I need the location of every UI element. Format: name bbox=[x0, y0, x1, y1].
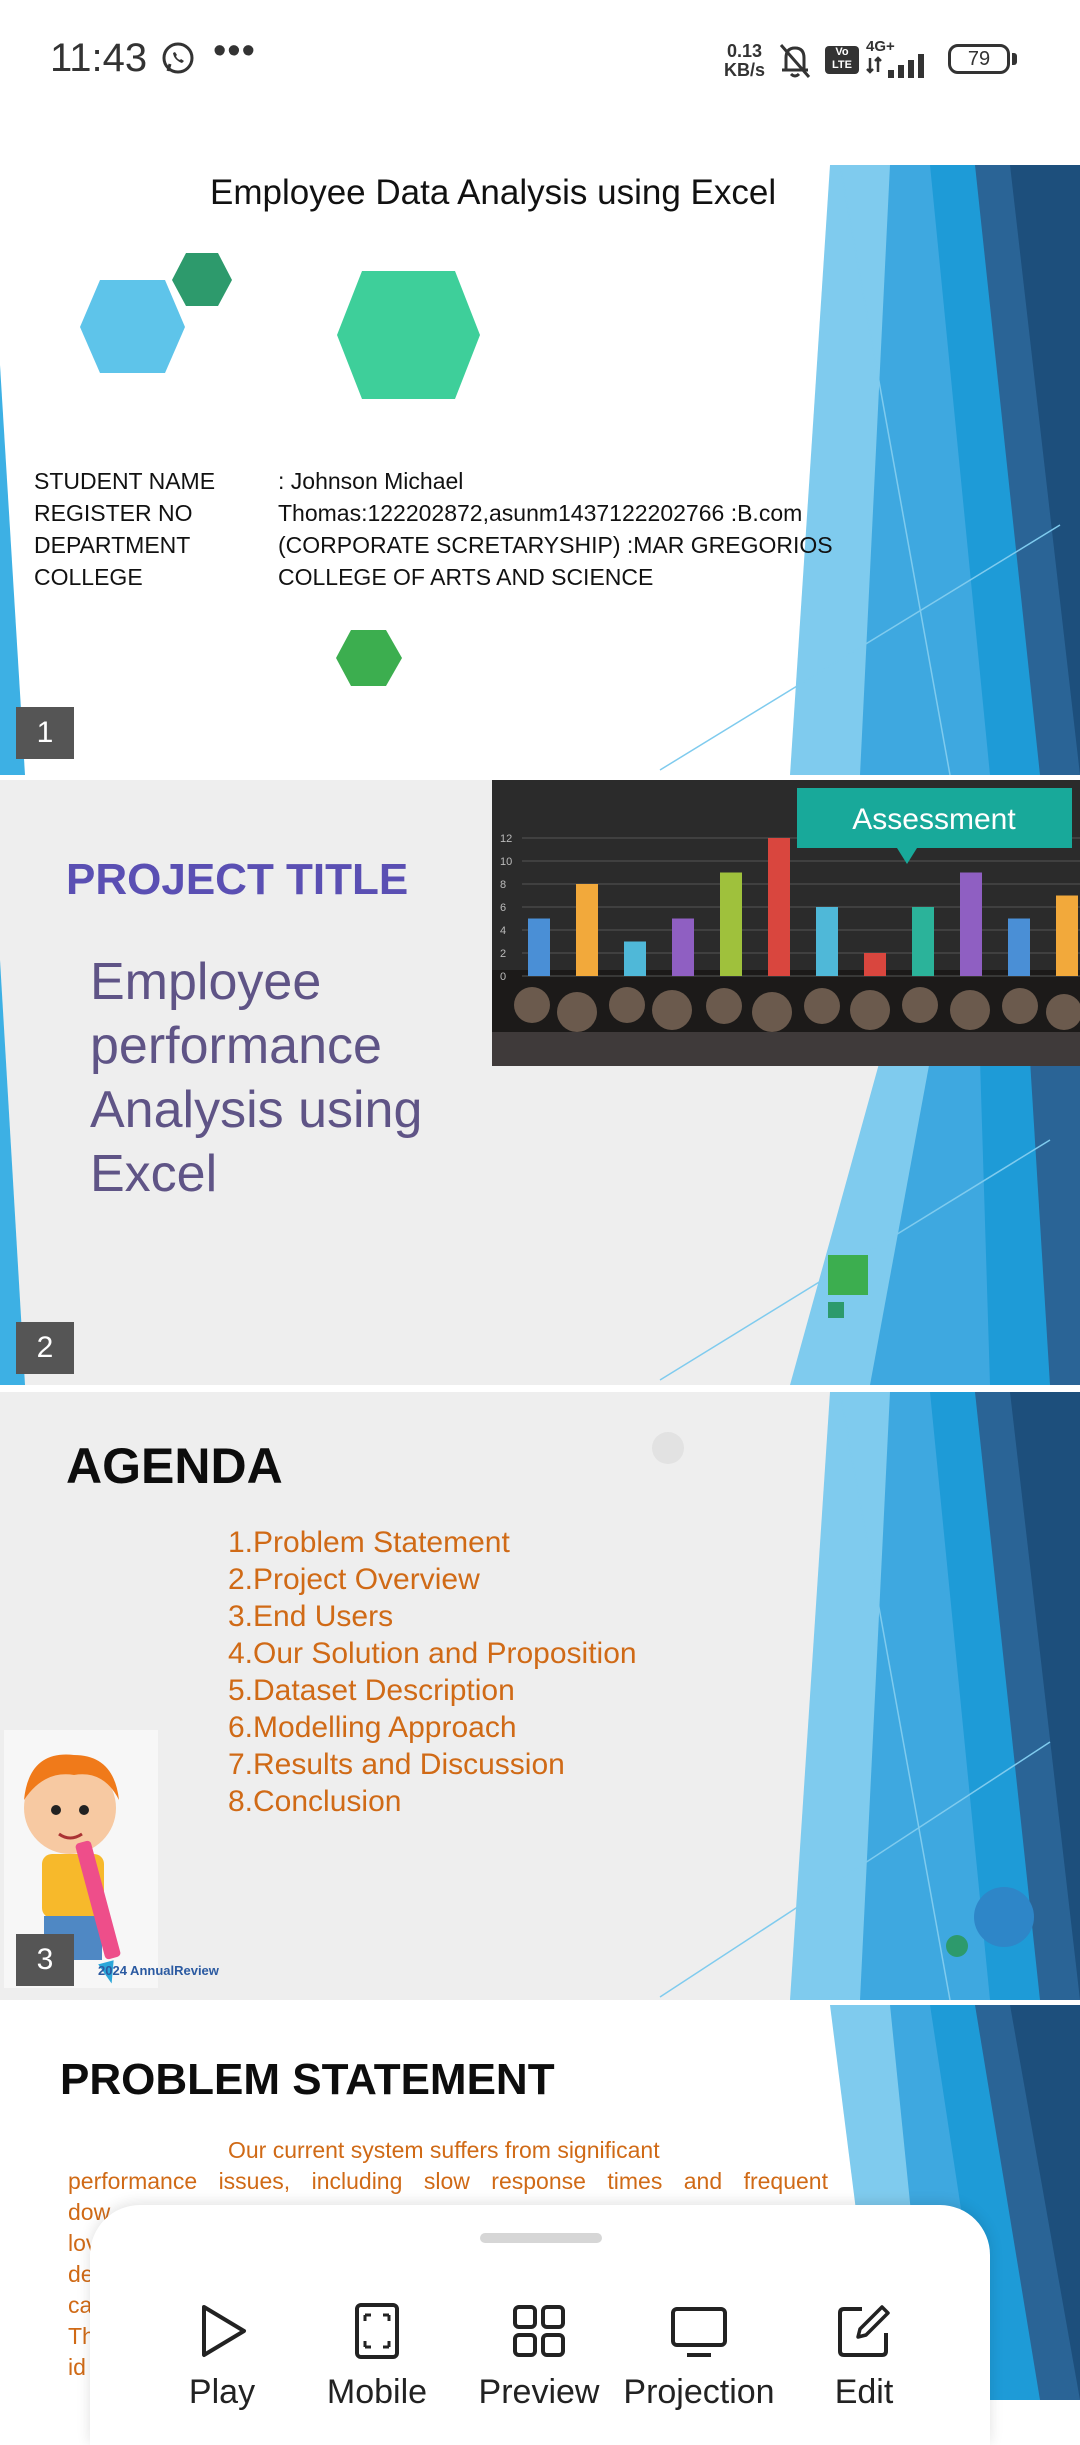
problem-statement-heading: PROBLEM STATEMENT bbox=[60, 2055, 555, 2104]
edit-label: Edit bbox=[834, 2373, 894, 2411]
info-label: COLLEGE bbox=[34, 564, 143, 590]
grid-icon bbox=[513, 2305, 565, 2357]
agenda-item: 3.End Users bbox=[228, 1600, 394, 1633]
info-value: (CORPORATE SCRETARYSHIP) :MAR GREGORIOS bbox=[278, 532, 833, 558]
net-speed-value: 0.13 bbox=[726, 41, 763, 61]
chart-bar bbox=[528, 918, 550, 976]
chart-tick-label: 2 bbox=[500, 948, 506, 960]
title-line: Employee bbox=[90, 953, 322, 1011]
slide-thumbnail-3[interactable]: AGENDA 1.Problem Statement 2.Project Ove… bbox=[0, 1392, 1080, 2000]
more-notifications-icon: ••• bbox=[213, 30, 256, 72]
play-button[interactable]: Play bbox=[142, 2301, 302, 2412]
bell-muted-icon bbox=[779, 44, 811, 78]
chart-tick-label: 12 bbox=[500, 833, 512, 845]
play-icon bbox=[202, 2305, 246, 2357]
chart-bar bbox=[1008, 918, 1030, 976]
chart-bar bbox=[624, 941, 646, 976]
assessment-chart-image: 12 10 8 6 4 2 0 Assessment bbox=[492, 780, 1080, 1066]
title-line: Excel bbox=[90, 1145, 218, 1203]
slide-number-badge: 3 bbox=[16, 1934, 74, 1986]
volte-badge: Vo LTE bbox=[825, 46, 859, 74]
chart-bar bbox=[576, 884, 598, 976]
status-time: 11:43 bbox=[50, 36, 148, 80]
agenda-item: 4.Our Solution and Proposition bbox=[228, 1637, 637, 1670]
preview-label: Preview bbox=[478, 2373, 600, 2411]
play-label: Play bbox=[188, 2373, 256, 2411]
slide-number-badge: 2 bbox=[16, 1322, 74, 1374]
student-info-labels: STUDENT NAME REGISTER NO DEPARTMENT COLL… bbox=[34, 465, 215, 593]
chart-tick-label: 10 bbox=[500, 856, 512, 868]
agenda-list: 1.Problem Statement 2.Project Overview 3… bbox=[228, 1524, 637, 1820]
body-line: Our current system suffers from signific… bbox=[228, 2137, 660, 2163]
chart-bar bbox=[720, 872, 742, 976]
chart-bar bbox=[672, 918, 694, 976]
edit-button[interactable]: Edit bbox=[784, 2301, 944, 2412]
title-line: performance bbox=[90, 1017, 382, 1075]
body-line: ca bbox=[68, 2292, 93, 2318]
edit-icon bbox=[838, 2305, 890, 2357]
slide-number-badge: 1 bbox=[16, 707, 74, 759]
signal-icon bbox=[866, 54, 924, 78]
projection-label: Projection bbox=[623, 2373, 775, 2411]
sheet-drag-handle[interactable] bbox=[480, 2233, 602, 2243]
chart-bar bbox=[816, 907, 838, 976]
status-bar: 11:43 ••• 0.13 KB/s Vo LTE 4G+ 79 bbox=[0, 0, 1080, 120]
bottom-action-sheet: Play Mobile Preview Projection Edit bbox=[90, 2205, 990, 2445]
mobile-view-button[interactable]: Mobile bbox=[297, 2301, 457, 2412]
project-title-body: Employee performance Analysis using Exce… bbox=[90, 950, 490, 1206]
project-title-heading: PROJECT TITLE bbox=[66, 855, 409, 904]
info-value: : Johnson Michael bbox=[278, 468, 464, 494]
chart-bar bbox=[960, 872, 982, 976]
info-label: REGISTER NO bbox=[34, 500, 193, 526]
agenda-item: 8.Conclusion bbox=[228, 1785, 402, 1818]
problem-statement-body: Our current system suffers from signific… bbox=[68, 2135, 828, 2383]
slide-3-background-shapes bbox=[652, 1392, 1080, 2000]
mobile-view-icon bbox=[355, 2303, 399, 2359]
preview-button[interactable]: Preview bbox=[459, 2301, 619, 2412]
projection-button[interactable]: Projection bbox=[619, 2301, 779, 2412]
network-type: 4G+ bbox=[866, 38, 895, 55]
image-credit: 2024 AnnualReview bbox=[98, 1963, 219, 1978]
monitor-icon bbox=[671, 2307, 727, 2357]
chart-tick-label: 8 bbox=[500, 879, 506, 891]
chart-bar bbox=[912, 907, 934, 976]
info-value: COLLEGE OF ARTS AND SCIENCE bbox=[278, 564, 654, 590]
whatsapp-icon bbox=[162, 42, 194, 74]
agenda-heading: AGENDA bbox=[66, 1438, 283, 1494]
mobile-label: Mobile bbox=[326, 2373, 428, 2411]
body-line: de bbox=[68, 2261, 94, 2287]
network-speed: 0.13 KB/s bbox=[724, 42, 765, 80]
agenda-item: 7.Results and Discussion bbox=[228, 1748, 565, 1781]
battery-indicator: 79 bbox=[948, 44, 1010, 74]
agenda-item: 1.Problem Statement bbox=[228, 1526, 510, 1559]
agenda-item: 2.Project Overview bbox=[228, 1563, 480, 1596]
slide-thumbnail-1[interactable]: Employee Data Analysis using Excel STUDE… bbox=[0, 165, 1080, 775]
chart-tick-label: 6 bbox=[500, 902, 506, 914]
agenda-item: 5.Dataset Description bbox=[228, 1674, 515, 1707]
slide-title: Employee Data Analysis using Excel bbox=[210, 173, 777, 212]
chart-bar bbox=[768, 838, 790, 976]
slide-2-background-shapes bbox=[0, 960, 1080, 1385]
body-line: id bbox=[68, 2354, 86, 2380]
info-label: DEPARTMENT bbox=[34, 532, 191, 558]
info-label: STUDENT NAME bbox=[34, 468, 216, 494]
slide-thumbnail-2[interactable]: 12 10 8 6 4 2 0 Assessment PROJECT TITLE Emplo… bbox=[0, 780, 1080, 1385]
chart-tick-label: 4 bbox=[500, 925, 506, 937]
slide-1-background-shapes bbox=[0, 165, 1080, 775]
battery-tip bbox=[1012, 53, 1017, 65]
net-speed-unit: KB/s bbox=[724, 60, 766, 80]
chart-bar bbox=[1056, 895, 1078, 976]
info-value: Thomas:122202872,asunm1437122202766 :B.c… bbox=[278, 500, 803, 526]
student-info-values: : Johnson Michael Thomas:122202872,asunm… bbox=[278, 465, 858, 593]
assessment-banner: Assessment bbox=[852, 803, 1016, 836]
title-line: Analysis using bbox=[90, 1081, 423, 1139]
agenda-item: 6.Modelling Approach bbox=[228, 1711, 517, 1744]
chart-tick-label: 0 bbox=[500, 971, 506, 983]
chart-bar bbox=[864, 953, 886, 976]
body-line: performance issues, including slow respo… bbox=[68, 2168, 828, 2194]
boy-with-pencil-illustration bbox=[4, 1730, 158, 1988]
